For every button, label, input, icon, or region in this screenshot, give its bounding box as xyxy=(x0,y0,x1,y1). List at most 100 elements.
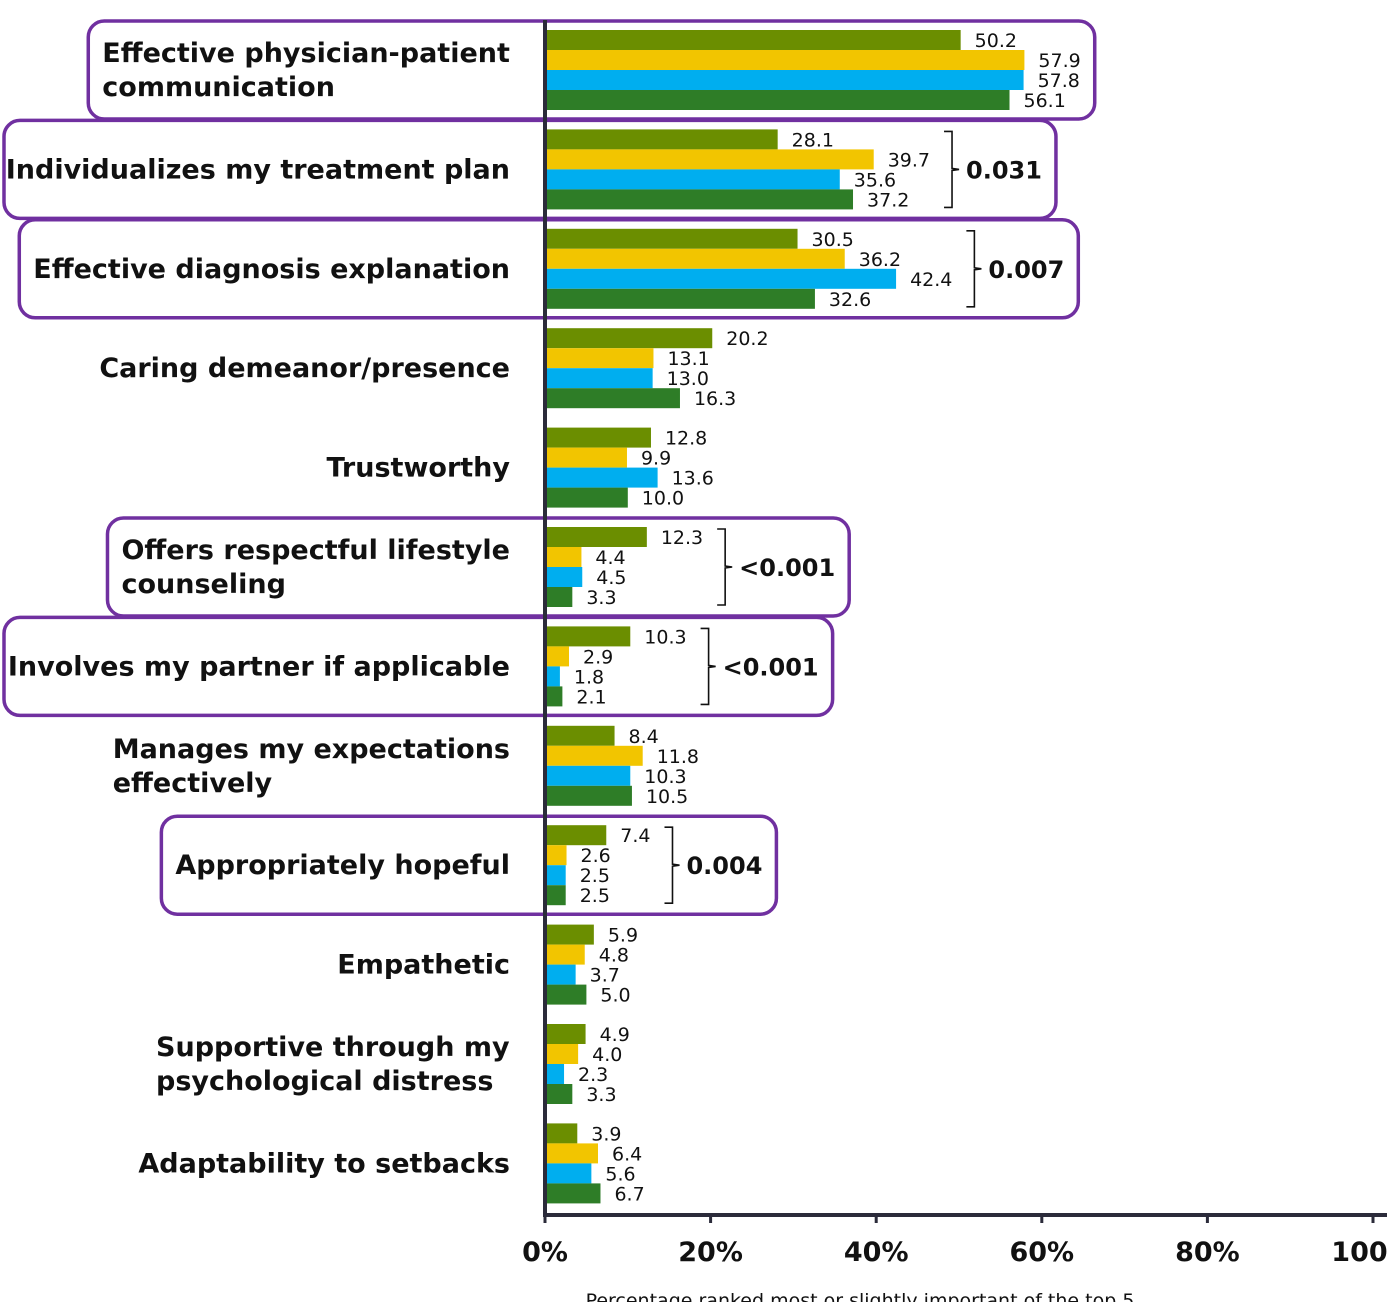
x-tick-label: 80% xyxy=(1175,1237,1240,1268)
category-label-line: psychological distress xyxy=(156,1066,493,1097)
value-label-cat3-s1: 13.1 xyxy=(667,348,709,370)
bar-cat0-s3 xyxy=(545,90,1010,110)
value-label-cat8-s2: 2.5 xyxy=(580,865,610,887)
value-label-cat3-s2: 13.0 xyxy=(667,368,709,390)
value-label-cat5-s2: 4.5 xyxy=(596,567,626,589)
bar-cat7-s0 xyxy=(545,725,615,746)
category-label-line: Offers respectful lifestyle xyxy=(121,535,510,566)
bar-cat1-s1 xyxy=(545,149,874,170)
category-label-line: Caring demeanor/presence xyxy=(99,353,510,384)
bar-cat11-s3 xyxy=(545,1183,601,1204)
bar-cat5-s1 xyxy=(545,547,582,567)
value-label-cat2-s2: 42.4 xyxy=(910,269,952,291)
x-tick-label: 40% xyxy=(844,1237,909,1268)
bar-cat5-s3 xyxy=(545,587,573,607)
value-label-cat5-s3: 3.3 xyxy=(586,587,616,609)
value-label-cat3-s0: 20.2 xyxy=(726,328,768,350)
value-label-cat9-s0: 5.9 xyxy=(608,925,638,947)
bar-cat0-s2 xyxy=(545,70,1024,90)
value-label-cat1-s0: 28.1 xyxy=(792,129,834,151)
bar-cat3-s2 xyxy=(545,368,653,389)
bar-cat3-s1 xyxy=(545,348,654,369)
value-label-cat11-s0: 3.9 xyxy=(591,1123,621,1145)
category-label-line: counseling xyxy=(121,569,285,600)
value-label-cat7-s3: 10.5 xyxy=(646,786,688,808)
bar-cat4-s3 xyxy=(545,487,628,508)
x-tick-label: 100% xyxy=(1331,1237,1387,1268)
value-label-cat8-s3: 2.5 xyxy=(580,885,610,907)
value-label-cat2-s1: 36.2 xyxy=(859,249,901,271)
bar-cat3-s0 xyxy=(545,328,713,349)
highlight-boxes xyxy=(2,19,1097,916)
bar-cat9-s0 xyxy=(545,924,594,945)
bar-cat6-s1 xyxy=(545,646,570,667)
category-label-1: Individualizes my treatment plan xyxy=(6,154,510,185)
category-label-4: Trustworthy xyxy=(326,453,510,484)
value-label-cat0-s3: 56.1 xyxy=(1024,90,1066,112)
p-value-label-5: <0.001 xyxy=(739,554,835,582)
p-value-label-6: <0.001 xyxy=(723,653,819,681)
value-label-cat10-s3: 3.3 xyxy=(586,1084,616,1106)
bar-cat9-s2 xyxy=(545,964,576,985)
bar-cat8-s1 xyxy=(545,845,567,866)
value-label-cat10-s1: 4.0 xyxy=(592,1044,622,1066)
x-tick-label: 20% xyxy=(678,1237,743,1268)
value-label-cat10-s2: 2.3 xyxy=(578,1064,608,1086)
bar-cat2-s3 xyxy=(545,288,815,309)
category-label-line: Individualizes my treatment plan xyxy=(6,154,510,185)
value-label-cat1-s3: 37.2 xyxy=(867,189,909,211)
bar-cat11-s1 xyxy=(545,1143,598,1164)
bar-cat9-s1 xyxy=(545,944,585,965)
category-label-line: Empathetic xyxy=(337,950,510,981)
category-label-line: Effective diagnosis explanation xyxy=(33,254,510,285)
category-label-3: Caring demeanor/presence xyxy=(99,353,510,384)
value-labels: 50.2 57.957.856.1 28.1 39.735.637.2 30.536.2… xyxy=(574,30,1081,1205)
highlight-box-6 xyxy=(2,615,835,718)
category-label-line: communication xyxy=(102,72,335,103)
value-label-cat7-s0: 8.4 xyxy=(629,726,659,748)
category-label-line: Involves my partner if applicable xyxy=(8,651,510,682)
category-label-line: Appropriately hopeful xyxy=(175,850,510,881)
category-label-line: Supportive through my xyxy=(156,1032,510,1063)
bar-cat2-s2 xyxy=(545,268,897,289)
p-value-bracket-5 xyxy=(717,528,733,606)
value-label-cat5-s0: 12.3 xyxy=(661,527,703,549)
bar-cat10-s2 xyxy=(545,1064,565,1084)
bar-cat8-s2 xyxy=(545,865,566,886)
value-label-cat11-s2: 5.6 xyxy=(605,1163,635,1185)
bar-cat8-s0 xyxy=(545,825,607,846)
bar-cat11-s2 xyxy=(545,1163,592,1184)
value-label-cat6-s0: 10.3 xyxy=(644,626,686,648)
value-label-cat6-s2: 1.8 xyxy=(574,666,604,688)
category-labels: Effective physician-patientcommunication… xyxy=(6,38,511,1179)
category-label-line: Manages my expectations xyxy=(113,734,510,765)
bar-cat2-s1 xyxy=(545,248,845,269)
bars xyxy=(545,30,1025,1204)
value-label-cat1-s1: 39.7 xyxy=(888,149,930,171)
category-label-11: Adaptability to setbacks xyxy=(138,1148,510,1179)
bar-cat6-s0 xyxy=(545,626,631,647)
value-label-cat8-s0: 7.4 xyxy=(620,825,650,847)
p-value-bracket-8 xyxy=(664,826,680,904)
value-label-cat3-s3: 16.3 xyxy=(694,388,736,410)
category-label-line: Effective physician-patient xyxy=(102,38,510,69)
value-label-cat4-s1: 9.9 xyxy=(641,448,671,470)
bar-cat10-s1 xyxy=(545,1044,579,1064)
highlight-box-2 xyxy=(17,218,1081,320)
bar-cat1-s3 xyxy=(545,189,854,210)
p-value-bracket-2 xyxy=(966,230,982,308)
x-axis-title: Percentage ranked most or slightly impor… xyxy=(586,1290,1135,1302)
axes: 0% 20% 40% 60% 80% 100% Percentage ranked most… xyxy=(522,20,1387,1302)
bar-cat5-s2 xyxy=(545,567,583,587)
p-value-bracket-6 xyxy=(700,627,716,706)
bar-cat6-s2 xyxy=(545,666,560,687)
value-label-cat0-s2: 57.8 xyxy=(1038,70,1080,92)
category-label-9: Empathetic xyxy=(337,950,510,981)
bar-cat1-s0 xyxy=(545,129,778,150)
value-label-cat10-s0: 4.9 xyxy=(600,1024,630,1046)
